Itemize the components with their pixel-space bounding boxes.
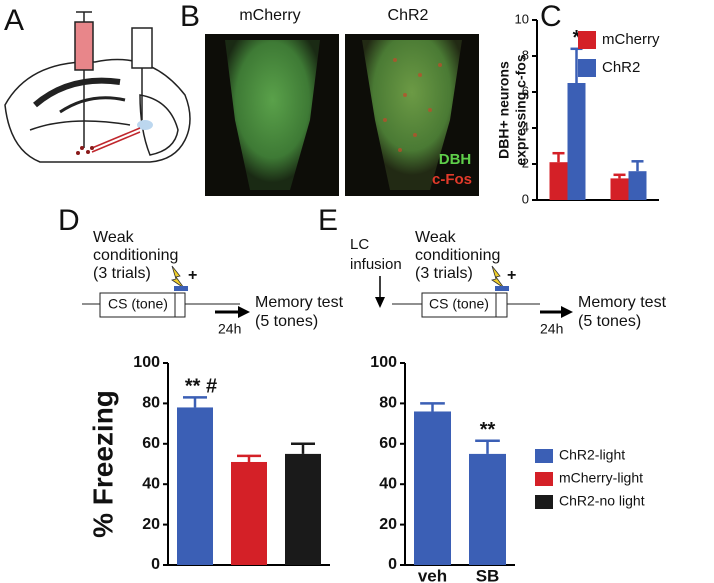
protocol-text: (5 tones) bbox=[255, 313, 318, 330]
panel-letter: D bbox=[58, 204, 80, 237]
annotation: * bbox=[573, 27, 581, 49]
protocol-text: 24h bbox=[540, 321, 563, 337]
bar bbox=[177, 407, 213, 565]
x-tick-label: SB bbox=[476, 566, 500, 583]
panel-letter: A bbox=[4, 4, 24, 37]
protocol-text: CS (tone) bbox=[429, 296, 489, 312]
arrow bbox=[375, 297, 385, 308]
cfos-puncta bbox=[383, 58, 442, 152]
y-tick-label: 0 bbox=[151, 556, 160, 573]
bar bbox=[628, 171, 647, 200]
stain-label: DBH bbox=[439, 151, 472, 168]
y-axis-label: DBH+ neurons bbox=[496, 61, 512, 159]
stain-label: c-Fos bbox=[432, 171, 472, 188]
x-tick-label: veh bbox=[418, 566, 447, 583]
legend-label: ChR2 bbox=[602, 59, 640, 76]
light-mark bbox=[495, 286, 509, 291]
y-tick-label: 2 bbox=[522, 155, 529, 170]
panel-letter: E bbox=[318, 204, 338, 237]
protocol-d: Weak conditioning (3 trials) + CS (tone)… bbox=[82, 229, 344, 337]
legend-label: ChR2-no light bbox=[559, 493, 645, 509]
bar bbox=[610, 178, 629, 200]
legend-label: ChR2-light bbox=[559, 447, 625, 463]
legend-label: mCherry-light bbox=[559, 470, 643, 486]
y-tick-label: 100 bbox=[370, 354, 397, 371]
image-title: ChR2 bbox=[388, 7, 429, 24]
protocol-text: Weak bbox=[93, 229, 135, 246]
shock-icon bbox=[491, 265, 505, 289]
shock-icon bbox=[171, 265, 185, 289]
y-tick-label: 8 bbox=[522, 47, 529, 62]
protocol-text: (3 trials) bbox=[415, 265, 473, 282]
protocol-text: (5 tones) bbox=[578, 313, 641, 330]
y-axis-label: expressing c-fos bbox=[513, 54, 529, 165]
protocol-text: + bbox=[507, 267, 516, 284]
bar bbox=[567, 83, 586, 200]
y-tick-label: 100 bbox=[133, 354, 160, 371]
micrograph-signal bbox=[362, 40, 462, 190]
legend-swatch bbox=[578, 59, 596, 77]
legend-swatch bbox=[535, 495, 553, 509]
y-tick-label: 20 bbox=[142, 516, 160, 533]
annotation: ** # bbox=[185, 376, 217, 398]
y-tick-label: 6 bbox=[522, 83, 529, 98]
arrow bbox=[561, 306, 573, 318]
protocol-text: conditioning bbox=[93, 247, 178, 264]
legend-swatch bbox=[535, 472, 553, 486]
y-tick-label: 80 bbox=[379, 395, 397, 412]
annotation: ** bbox=[480, 419, 496, 441]
bar bbox=[231, 461, 267, 565]
bar bbox=[549, 162, 568, 200]
y-tick-label: 60 bbox=[379, 435, 397, 452]
protocol-text: infusion bbox=[350, 256, 402, 273]
legend-swatch bbox=[578, 31, 596, 49]
panel-letter: B bbox=[180, 0, 200, 33]
protocol-text: + bbox=[188, 267, 197, 284]
y-tick-label: 40 bbox=[379, 475, 397, 492]
protocol-text: Memory test bbox=[255, 294, 344, 311]
protocol-text: Weak bbox=[415, 229, 457, 246]
y-tick-label: 40 bbox=[142, 475, 160, 492]
legend-swatch bbox=[535, 449, 553, 463]
protocol-text: (3 trials) bbox=[93, 265, 151, 282]
arrow bbox=[238, 306, 250, 318]
protocol-e: LC infusion Weak conditioning (3 trials)… bbox=[350, 229, 667, 336]
cs-box bbox=[99, 292, 186, 318]
legend-label: mCherry bbox=[602, 31, 660, 48]
panel-letter: C bbox=[540, 0, 562, 33]
protocol-text: LC bbox=[350, 236, 369, 253]
bar bbox=[469, 453, 506, 565]
y-tick-label: 10 bbox=[515, 11, 529, 26]
bar bbox=[285, 453, 321, 565]
y-tick-label: 80 bbox=[142, 395, 160, 412]
y-tick-label: 60 bbox=[142, 435, 160, 452]
protocol-text: 24h bbox=[218, 321, 241, 337]
y-tick-label: 0 bbox=[388, 556, 397, 573]
protocol-text: conditioning bbox=[415, 247, 500, 264]
light-mark bbox=[174, 286, 188, 291]
bar bbox=[414, 411, 451, 565]
protocol-text: Memory test bbox=[578, 294, 667, 311]
cs-box bbox=[421, 292, 508, 318]
y-tick-label: 20 bbox=[379, 516, 397, 533]
brain-sketch bbox=[4, 11, 191, 163]
image-title: mCherry bbox=[239, 7, 300, 24]
y-axis-label: % Freezing bbox=[87, 390, 118, 538]
y-tick-label: 0 bbox=[522, 191, 529, 206]
protocol-text: CS (tone) bbox=[108, 296, 168, 312]
micrograph-signal bbox=[225, 40, 320, 190]
y-tick-label: 4 bbox=[522, 119, 529, 134]
